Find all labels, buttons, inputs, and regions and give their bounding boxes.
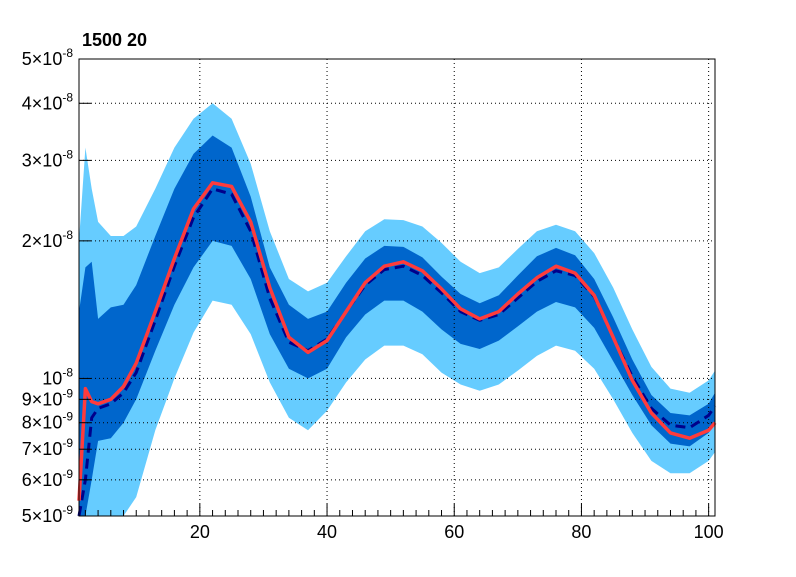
y-tick-label: 6×10-9 bbox=[22, 467, 74, 490]
title-layer: 1500 20 bbox=[82, 30, 147, 50]
bands-layer bbox=[79, 103, 715, 517]
y-tick-label: 4×10-8 bbox=[22, 90, 74, 113]
x-tick-label: 100 bbox=[694, 522, 724, 542]
band-1sigma bbox=[79, 135, 715, 516]
labels-layer: 20 40 60 80 100 5×10-9 6×10-9 7×10-9 8×10-99×10-… bbox=[22, 46, 724, 542]
plot-frame bbox=[78, 58, 716, 517]
y-tick-label: 2×10-8 bbox=[22, 228, 74, 251]
y-tick-label: 10-8 bbox=[42, 365, 73, 388]
grid-layer bbox=[79, 58, 715, 517]
y-tick-label: 7×10-9 bbox=[22, 436, 74, 459]
x-tick-label: 60 bbox=[444, 522, 464, 542]
x-tick-label: 20 bbox=[190, 522, 210, 542]
lines-layer bbox=[77, 181, 717, 517]
chart-title: 1500 20 bbox=[82, 30, 147, 50]
y-tick-label: 3×10-8 bbox=[22, 147, 74, 170]
y-tick-label: 9×10-9 bbox=[22, 386, 74, 409]
y-tick-label: 8×10-9 bbox=[22, 410, 74, 433]
y-tick-label: 5×10-9 bbox=[22, 503, 74, 526]
x-tick-label: 80 bbox=[571, 522, 591, 542]
ticks-layer bbox=[79, 58, 710, 517]
y-tick-label: 5×10-8 bbox=[22, 46, 74, 69]
x-tick-label: 40 bbox=[317, 522, 337, 542]
observed-line bbox=[77, 181, 717, 501]
